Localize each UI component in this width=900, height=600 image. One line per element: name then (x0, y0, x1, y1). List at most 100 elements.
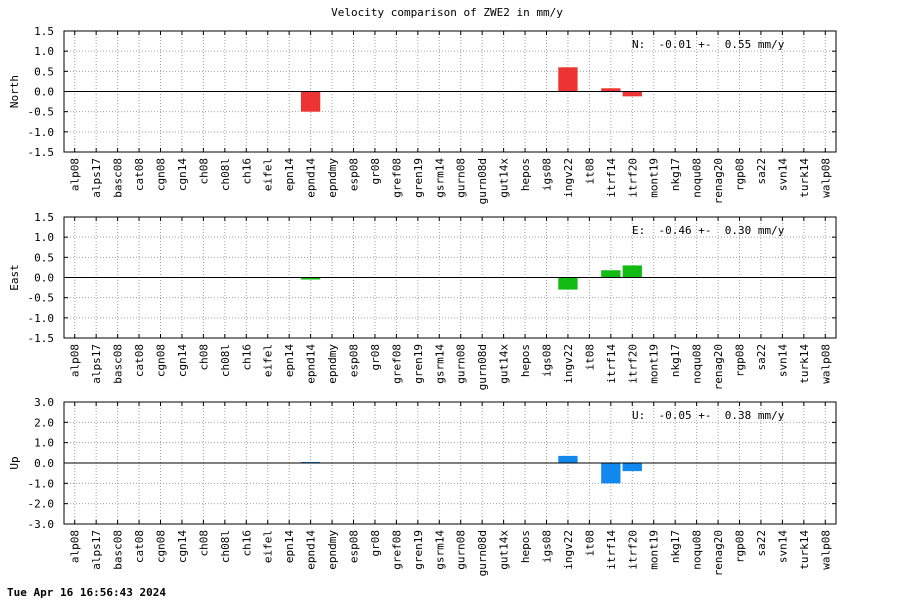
up-xtick-label: basc08 (112, 530, 125, 570)
north-xtick-label: epn14 (283, 158, 296, 191)
north-bar-ingv22 (558, 67, 578, 92)
up-xtick-label: sa22 (755, 530, 768, 557)
up-xtick-label: cat08 (133, 530, 146, 563)
up-xtick-label: gurn08 (455, 530, 468, 570)
up-xtick-label: gren19 (412, 530, 425, 570)
up-ytick-label: 0.0 (34, 457, 54, 470)
up-xtick-label: gurn08d (476, 530, 489, 576)
up-xtick-label: itrf20 (626, 530, 639, 570)
up-summary: U: -0.05 +- 0.38 mm/y (632, 409, 785, 422)
north-ytick-label: 0.0 (34, 86, 54, 99)
north-ytick-label: -1.5 (28, 146, 55, 159)
north-xtick-label: eifel (262, 158, 275, 191)
east-summary: E: -0.46 +- 0.30 mm/y (632, 224, 785, 237)
up-xtick-label: noqu08 (691, 530, 704, 570)
east-xtick-label: noqu08 (691, 344, 704, 384)
north-bar-epnd14 (300, 91, 321, 112)
up-ytick-label: -2.0 (28, 498, 55, 511)
up-xtick-label: gsrm14 (433, 530, 446, 570)
north-xtick-label: gut14x (498, 158, 511, 198)
east-xtick-label: itrf14 (605, 344, 618, 384)
up-xtick-label: cgn14 (176, 530, 189, 563)
north-xtick-label: renag20 (712, 158, 725, 204)
up-ytick-label: 3.0 (34, 396, 54, 409)
north-xtick-label: alp08 (69, 158, 82, 191)
north-xtick-label: cgn08 (155, 158, 168, 191)
up-xtick-label: cgn08 (155, 530, 168, 563)
east-xtick-label: alps17 (90, 344, 103, 384)
north-ytick-label: 1.5 (34, 25, 54, 38)
north-xtick-label: epnd14 (305, 158, 318, 198)
east-xtick-label: cgn08 (155, 344, 168, 377)
east-xtick-label: gr08 (369, 344, 382, 371)
north-xtick-label: ch16 (240, 158, 253, 185)
north-xtick-label: svn14 (776, 158, 789, 191)
east-xtick-label: esp08 (348, 344, 361, 377)
up-xtick-label: gut14x (498, 530, 511, 570)
east-ylabel: East (8, 264, 21, 291)
up-xtick-label: epndmy (326, 530, 339, 570)
up-xtick-label: esp08 (348, 530, 361, 563)
up-xtick-label: igs08 (541, 530, 554, 563)
up-xtick-label: turk14 (798, 530, 811, 570)
up-plot-frame (63, 401, 837, 525)
east-xtick-label: epnd14 (305, 344, 318, 384)
up-xtick-label: gr08 (369, 530, 382, 557)
east-xtick-label: gurn08 (455, 344, 468, 384)
east-xtick-label: sa22 (755, 344, 768, 371)
up-bar-itrf20 (622, 463, 642, 472)
east-xtick-label: hepos (519, 344, 532, 377)
up-ytick-label: 1.0 (34, 437, 54, 450)
up-bar-itrf14 (601, 463, 621, 484)
east-ytick-label: 1.0 (34, 231, 54, 244)
east-xtick-label: eifel (262, 344, 275, 377)
east-xtick-label: ch08l (219, 344, 232, 377)
up-xtick-label: svn14 (776, 530, 789, 563)
up-ytick-label: -1.0 (28, 477, 55, 490)
north-xtick-label: gref08 (390, 158, 403, 198)
up-xtick-label: renag20 (712, 530, 725, 576)
east-xtick-label: svn14 (776, 344, 789, 377)
east-xtick-label: renag20 (712, 344, 725, 390)
up-xtick-label: walp08 (819, 530, 832, 570)
east-xtick-label: ch16 (240, 344, 253, 371)
east-xtick-label: ingv22 (562, 344, 575, 384)
east-xtick-label: gren19 (412, 344, 425, 384)
up-xtick-label: gref08 (390, 530, 403, 570)
east-ytick-label: -0.5 (28, 292, 55, 305)
north-xtick-label: gr08 (369, 158, 382, 185)
up-ylabel: Up (8, 456, 21, 469)
east-xtick-label: igs08 (541, 344, 554, 377)
chart-title: Velocity comparison of ZWE2 in mm/y (331, 6, 563, 19)
east-xtick-label: rgp08 (734, 344, 747, 377)
up-bar-ingv22 (558, 455, 578, 463)
east-xtick-label: turk14 (798, 344, 811, 384)
north-xtick-label: epndmy (326, 158, 339, 198)
north-plot-frame (63, 30, 837, 153)
north-xtick-label: noqu08 (691, 158, 704, 198)
up-xtick-label: it08 (583, 530, 596, 557)
north-xtick-label: alps17 (90, 158, 103, 198)
north-ytick-label: 1.0 (34, 45, 54, 58)
east-ytick-label: -1.5 (28, 332, 55, 345)
east-xtick-label: cat08 (133, 344, 146, 377)
up-xtick-label: eifel (262, 530, 275, 563)
east-ytick-label: -1.0 (28, 312, 55, 325)
east-xtick-label: epn14 (283, 344, 296, 377)
north-xtick-label: itrf20 (626, 158, 639, 198)
east-xtick-label: itrf20 (626, 344, 639, 384)
up-xtick-label: ch16 (240, 530, 253, 557)
east-ytick-label: 0.5 (34, 251, 54, 264)
north-xtick-label: rgp08 (734, 158, 747, 191)
up-ytick-label: 2.0 (34, 416, 54, 429)
east-ytick-label: 1.5 (34, 211, 54, 224)
up-ytick-label: -3.0 (28, 518, 55, 531)
north-ytick-label: -1.0 (28, 126, 55, 139)
up-xtick-label: nkg17 (669, 530, 682, 563)
north-xtick-label: esp08 (348, 158, 361, 191)
up-xtick-label: rgp08 (734, 530, 747, 563)
east-xtick-label: walp08 (819, 344, 832, 384)
north-bar-itrf20 (622, 91, 642, 97)
up-xtick-label: alp08 (69, 530, 82, 563)
north-xtick-label: gurn08 (455, 158, 468, 198)
